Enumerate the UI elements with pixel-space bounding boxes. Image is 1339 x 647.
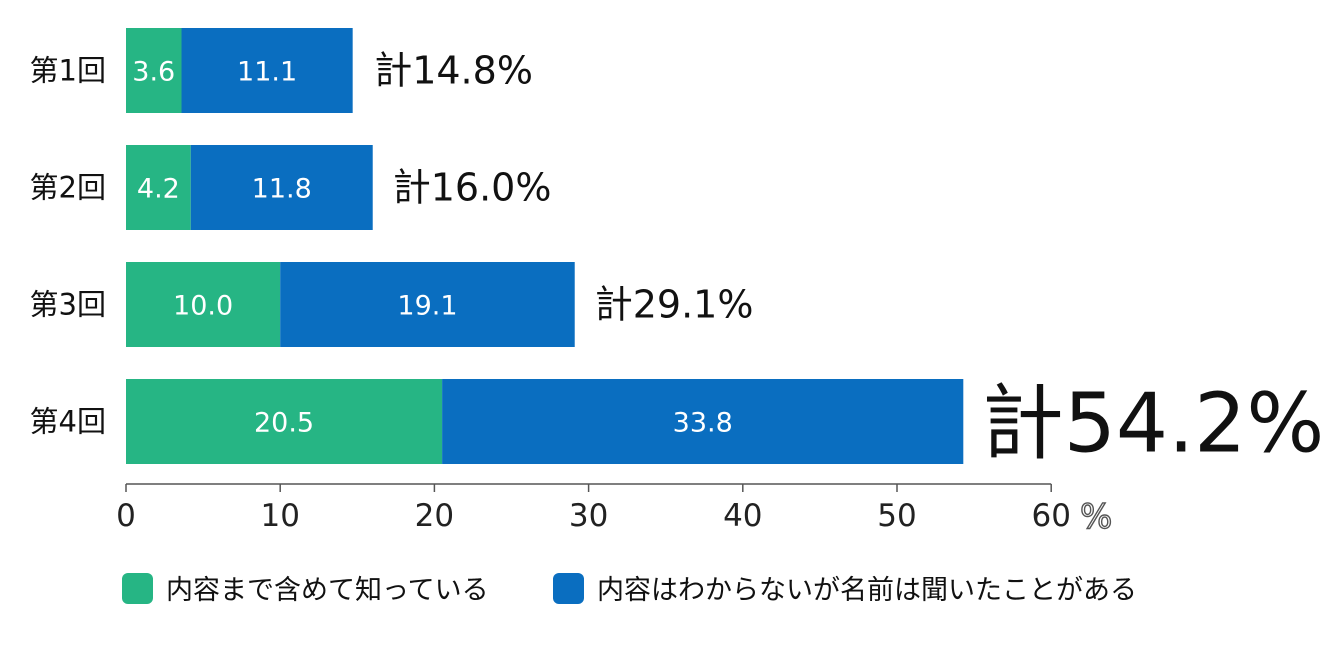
data-label: 19.1 <box>397 291 457 322</box>
bar-segment <box>181 28 353 113</box>
category-label: 第2回 <box>30 171 106 205</box>
bar-segment <box>126 28 182 113</box>
total-label: 計14.8% <box>374 49 533 93</box>
x-tick-label: 30 <box>569 498 608 534</box>
legend-swatch <box>122 573 153 604</box>
x-axis-unit: % <box>1080 497 1112 537</box>
x-axis: 0 10 20 30 40 50 60% <box>116 483 1113 538</box>
x-tick-label: 60 <box>1031 498 1070 534</box>
x-tick-label: 40 <box>723 498 762 534</box>
bar-segment <box>126 145 191 230</box>
data-label: 10.0 <box>173 291 233 322</box>
data-label: 4.2 <box>137 174 180 205</box>
bar-segment <box>442 379 964 464</box>
bar-segment <box>126 262 281 347</box>
bar-segment <box>280 262 575 347</box>
x-tick-label: 50 <box>877 498 916 534</box>
total-label: 計54.2% <box>982 377 1324 472</box>
legend-label: 内容はわからないが名前は聞いたことがある <box>597 575 1137 606</box>
x-tick-label: 10 <box>260 498 299 534</box>
x-tick-label: 0 <box>116 498 136 534</box>
category-label: 第1回 <box>30 54 106 88</box>
data-label: 3.6 <box>132 57 175 88</box>
bar-segment <box>126 379 443 464</box>
legend: 内容まで含めて知っている 内容はわからないが名前は聞いたことがある <box>122 573 1137 606</box>
x-tick-label: 20 <box>415 498 454 534</box>
data-label: 33.8 <box>673 408 733 439</box>
data-label: 20.5 <box>254 408 314 439</box>
category-label: 第4回 <box>30 405 106 439</box>
category-label: 第3回 <box>30 288 106 322</box>
legend-label: 内容まで含めて知っている <box>166 575 489 606</box>
legend-swatch <box>553 573 584 604</box>
bars-layer: 第1回 3.6 11.1 計14.8% 第2回 4.2 11.8 計16.0% 第3回 10.0 1… <box>30 28 1324 472</box>
total-label: 計16.0% <box>393 166 552 210</box>
bar-segment <box>190 145 373 230</box>
total-label: 計29.1% <box>595 283 754 327</box>
data-label: 11.8 <box>252 174 312 205</box>
data-label: 11.1 <box>237 57 297 88</box>
